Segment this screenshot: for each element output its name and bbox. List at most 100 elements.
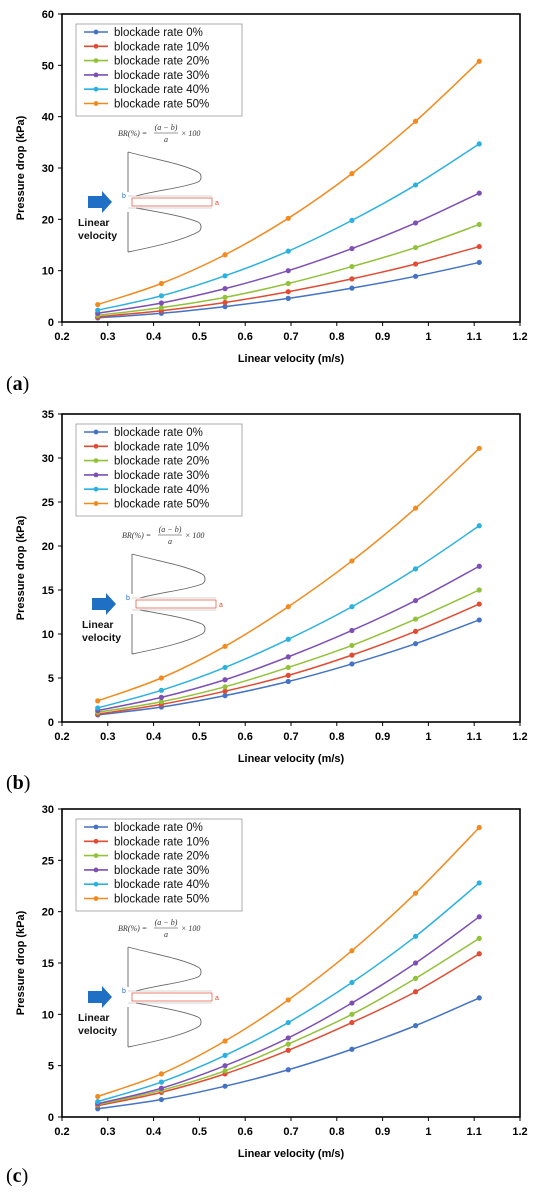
- y-tick-label: 30: [42, 804, 54, 816]
- data-point: [158, 694, 164, 700]
- data-point: [285, 678, 291, 685]
- data-point: [476, 617, 482, 623]
- chart-a: 0.2 0.3 0.4 0.5 0.6 0.7 0.8 0.9 1 1.1 1.2 0 10 20 30 40…: [15, 9, 528, 365]
- b-label: b: [122, 988, 126, 995]
- data-point: [285, 248, 291, 254]
- formula-denominator: a: [164, 930, 168, 939]
- y-tick-label: 0: [48, 1112, 54, 1124]
- data-point: [349, 652, 355, 658]
- formula-denominator: a: [168, 537, 172, 546]
- data-point: [349, 558, 355, 564]
- legend-swatch-marker: [93, 72, 99, 78]
- data-point: [349, 604, 355, 610]
- x-tick-label: 1.1: [467, 331, 482, 343]
- data-point: [349, 948, 355, 954]
- data-point: [222, 684, 228, 690]
- legend-swatch-marker: [93, 853, 99, 858]
- data-point: [222, 252, 228, 258]
- data-point: [412, 505, 419, 511]
- data-point: [412, 933, 419, 939]
- inset-formula: BR(%) = (a − b) a × 100: [122, 525, 204, 546]
- inset-label-line2: velocity: [82, 632, 121, 644]
- y-tick-label: 10: [42, 1009, 54, 1021]
- panel-label-c: (c): [6, 1165, 29, 1187]
- data-point: [412, 989, 419, 995]
- legend-entry-label: blockade rate 0%: [114, 27, 203, 39]
- series-line: [97, 916, 480, 1105]
- data-point: [158, 675, 164, 681]
- x-tick-label: 1.2: [512, 331, 527, 343]
- data-point: [476, 601, 482, 607]
- y-tick-label: 20: [42, 907, 54, 919]
- x-tick-label: 0.4: [146, 731, 162, 743]
- data-point: [95, 1093, 101, 1100]
- legend-swatch-marker: [93, 86, 99, 92]
- x-tick-label: 0.3: [100, 731, 115, 743]
- inset-pipe: ba: [122, 151, 219, 253]
- data-point: [158, 699, 164, 705]
- data-point: [285, 664, 291, 671]
- y-axis-label: Pressure drop (kPa): [15, 515, 27, 620]
- legend-swatch-marker: [93, 43, 99, 49]
- legend-entry-label: blockade rate 30%: [114, 865, 209, 877]
- data-point: [285, 268, 291, 274]
- y-tick-label: 5: [48, 673, 54, 685]
- x-tick-label: 0.2: [54, 1126, 69, 1138]
- chart-b: 0.2 0.3 0.4 0.5 0.6 0.7 0.8 0.9 1 1.1 1.2 0 5 10 15 20 2…: [15, 409, 528, 765]
- a-label: a: [215, 995, 219, 1002]
- x-tick-label: 1: [425, 331, 431, 343]
- legend-box: [75, 818, 243, 912]
- data-point: [349, 661, 355, 667]
- blockage-rect: [135, 599, 217, 609]
- b-label: b: [126, 595, 130, 602]
- y-tick-label: 5: [48, 1061, 54, 1073]
- data-point: [222, 677, 228, 683]
- legend-swatch-marker: [93, 501, 99, 506]
- y-tick-label: 20: [42, 541, 54, 553]
- data-point: [222, 1083, 228, 1089]
- legend-entry-label: blockade rate 0%: [114, 427, 203, 439]
- legend-swatch-marker: [93, 29, 99, 35]
- data-point: [412, 261, 419, 267]
- data-point: [158, 293, 164, 299]
- formula-rhs: × 100: [181, 129, 200, 138]
- x-tick-label: 0.6: [238, 731, 253, 743]
- legend-entry-label: blockade rate 20%: [114, 851, 209, 863]
- y-tick-label: 10: [42, 266, 54, 278]
- panel-a: 0.2 0.3 0.4 0.5 0.6 0.7 0.8 0.9 1 1.1 1.2 0 10 20 30 40…: [0, 0, 550, 405]
- legend-swatch-marker: [93, 101, 99, 106]
- b-label: b: [122, 193, 126, 200]
- legend-entry-label: blockade rate 30%: [114, 70, 209, 82]
- data-point: [349, 1011, 355, 1017]
- inset-formula: BR(%) = (a − b) a × 100: [118, 123, 200, 144]
- data-point: [349, 642, 355, 649]
- data-point: [285, 1035, 291, 1041]
- data-point: [222, 688, 228, 694]
- inset-label-line1: Linear: [82, 619, 114, 631]
- panel-label-a: (a): [6, 373, 30, 395]
- data-point: [349, 979, 355, 986]
- legend-entry-label: blockade rate 50%: [114, 499, 209, 511]
- data-point: [476, 445, 482, 451]
- data-point: [222, 664, 228, 671]
- panel-c: 0.2 0.3 0.4 0.5 0.6 0.7 0.8 0.9 1 1.1 1.2 0 5 10 15 20 2…: [0, 795, 550, 1198]
- series-line: [97, 953, 480, 1107]
- inset-pipe: ba: [122, 946, 219, 1048]
- data-point: [222, 1052, 228, 1058]
- y-tick-label: 50: [42, 60, 54, 72]
- y-tick-label: 25: [42, 497, 54, 509]
- data-point: [412, 220, 419, 226]
- data-point: [476, 587, 482, 593]
- data-point: [285, 295, 291, 301]
- data-point: [412, 182, 419, 188]
- data-point: [285, 1047, 291, 1053]
- data-point: [158, 1085, 164, 1091]
- x-tick-label: 0.7: [283, 731, 298, 743]
- data-point: [222, 299, 228, 306]
- data-point: [412, 616, 419, 622]
- data-point: [412, 641, 419, 647]
- inset-label-line2: velocity: [78, 1025, 117, 1037]
- y-tick-label: 40: [42, 112, 54, 124]
